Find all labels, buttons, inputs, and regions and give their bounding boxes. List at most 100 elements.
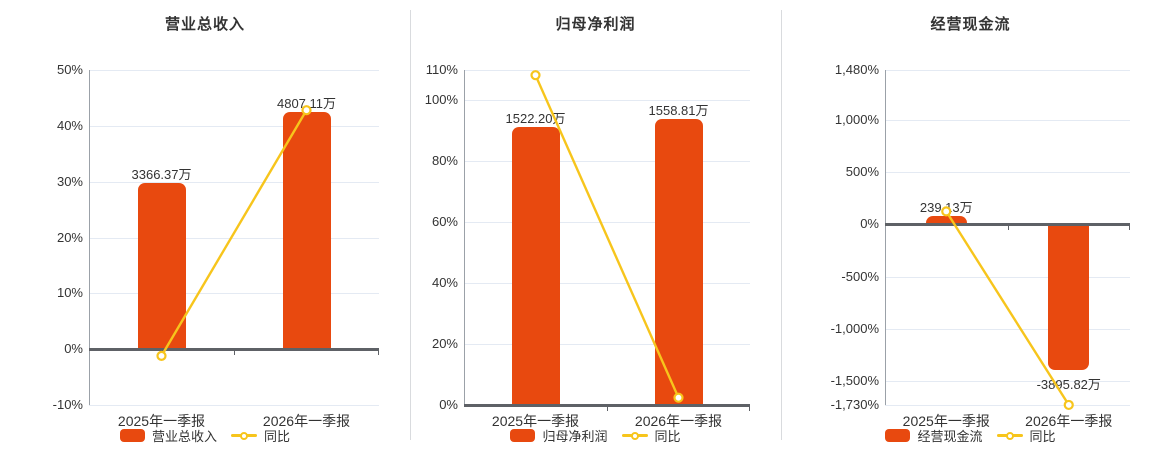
y-axis-tick-label: -1,500% <box>830 372 879 388</box>
yoy-line <box>945 210 1070 406</box>
y-axis-tick-label: 1,000% <box>834 112 879 128</box>
chart-panel-revenue: 营业总收入 3366.37万 2025年一季报 4807.11万 2026年一季报 营… <box>0 0 410 450</box>
y-axis-tick-label: 20% <box>431 336 458 352</box>
y-axis-tick-label: 40% <box>56 117 83 133</box>
legend-line-label[interactable]: 同比 <box>1029 429 1056 444</box>
x-axis-tick <box>234 351 235 356</box>
gridline <box>89 237 379 239</box>
x-axis-zero-line <box>89 348 379 352</box>
legend-bar-swatch[interactable] <box>119 429 145 442</box>
legend-line-circle-icon <box>1005 431 1014 440</box>
bar-2025-q1[interactable] <box>137 183 186 350</box>
chart-plot-area-net-profit: 1522.20万 2025年一季报 1558.81万 2026年一季报 <box>464 70 750 429</box>
legend-line-marker[interactable] <box>996 431 1023 440</box>
yoy-line <box>534 74 680 399</box>
y-axis-tick-label: 500% <box>845 164 879 180</box>
x-axis-category-label: 2025年一季报 <box>902 413 990 429</box>
bar-2026-q1[interactable] <box>654 119 703 405</box>
y-axis-tick-label: 0% <box>860 216 879 232</box>
x-axis-category-label: 2025年一季报 <box>491 413 580 429</box>
yoy-point-2026-q1[interactable] <box>301 105 312 116</box>
yoy-line <box>160 109 308 357</box>
legend-bar-swatch[interactable] <box>510 429 536 442</box>
gridline <box>464 161 750 163</box>
legend-line-circle-icon <box>630 431 639 440</box>
bar-value-label: 1522.20万 <box>505 110 566 126</box>
gridline <box>89 70 379 71</box>
x-axis-category-label: 2026年一季报 <box>262 413 351 429</box>
x-axis-tick <box>1129 226 1130 231</box>
yoy-point-2025-q1[interactable] <box>530 70 541 81</box>
legend-line-circle-icon <box>240 431 248 440</box>
panel-divider <box>781 10 782 440</box>
bar-value-label: 4807.11万 <box>276 95 337 111</box>
y-axis-tick-label: 20% <box>56 229 83 245</box>
y-axis-tick-label: 60% <box>431 214 458 230</box>
chart-plot-area-revenue: 3366.37万 2025年一季报 4807.11万 2026年一季报 <box>89 70 379 429</box>
chart-legend-net-profit: 归母净利润 同比 <box>410 427 781 444</box>
y-axis-tick-label: -10% <box>52 397 83 412</box>
gridline <box>885 172 1130 174</box>
legend-line-label[interactable]: 同比 <box>654 429 681 444</box>
bar-value-label: 1558.81万 <box>648 103 709 119</box>
x-axis-tick <box>1007 226 1009 231</box>
legend-bar-swatch[interactable] <box>885 429 911 442</box>
legend-line-marker[interactable] <box>231 431 257 440</box>
legend-bar-label[interactable]: 经营现金流 <box>917 429 983 444</box>
yoy-point-2026-q1[interactable] <box>673 392 684 403</box>
chart-title-net-profit: 归母净利润 <box>555 16 636 33</box>
gridline <box>885 380 1130 382</box>
y-axis-tick-label: 110% <box>425 62 458 77</box>
legend-line-label[interactable]: 同比 <box>264 429 291 444</box>
gridline <box>464 283 750 285</box>
y-axis-tick-label: 80% <box>431 153 458 169</box>
chart-panel-net-profit: 归母净利润 1522.20万 2025年一季报 1558.81万 2026年一季报 归… <box>410 0 781 450</box>
gridline <box>89 181 379 183</box>
gridline <box>885 70 1130 71</box>
yoy-point-2025-q1[interactable] <box>941 206 952 217</box>
y-axis-line <box>89 70 90 405</box>
gridline <box>464 344 750 346</box>
yoy-line-series <box>156 105 312 361</box>
chart-title-operating-cash-flow: 经营现金流 <box>930 16 1011 33</box>
x-axis-tick <box>607 407 608 411</box>
gridline <box>464 100 750 102</box>
y-axis-tick-label: 1,480% <box>834 62 879 77</box>
yoy-line-series <box>530 70 684 403</box>
bar-2026-q1[interactable] <box>282 111 331 350</box>
x-axis-category-label: 2025年一季报 <box>117 413 206 429</box>
panel-divider <box>410 10 411 440</box>
y-axis-line <box>885 70 886 405</box>
legend-line-marker[interactable] <box>621 431 648 440</box>
bar-2025-q1[interactable] <box>511 126 560 405</box>
x-axis-category-label: 2026年一季报 <box>634 413 723 429</box>
x-axis-zero-line <box>464 404 750 407</box>
gridline <box>885 328 1130 330</box>
gridline <box>885 120 1130 122</box>
y-axis-tick-label: 100% <box>424 92 458 108</box>
y-axis-tick-label: -500% <box>841 268 879 284</box>
y-axis-tick-label: 30% <box>56 173 83 189</box>
yoy-point-2025-q1[interactable] <box>156 350 167 361</box>
x-axis-category-label: 2026年一季报 <box>1025 413 1113 429</box>
gridline <box>885 405 1130 406</box>
y-axis-tick-label: -1,000% <box>830 320 879 336</box>
y-axis-tick-label: 40% <box>431 275 458 291</box>
legend-bar-label[interactable]: 归母净利润 <box>542 429 608 444</box>
bar-2026-q1[interactable] <box>1048 224 1090 371</box>
yoy-line-series <box>941 206 1074 411</box>
yoy-point-2026-q1[interactable] <box>1063 399 1074 411</box>
y-axis-tick-label: 0% <box>64 341 83 357</box>
gridline <box>89 293 379 295</box>
chart-title-revenue: 营业总收入 <box>164 16 245 33</box>
gridline <box>89 125 379 127</box>
y-axis-tick-label: 10% <box>56 285 83 301</box>
x-axis-tick <box>378 351 379 356</box>
legend-bar-label[interactable]: 营业总收入 <box>151 429 217 444</box>
bar-2025-q1[interactable] <box>925 215 967 225</box>
y-axis-tick-label: 0% <box>439 397 458 412</box>
x-axis-zero-line <box>885 223 1130 227</box>
